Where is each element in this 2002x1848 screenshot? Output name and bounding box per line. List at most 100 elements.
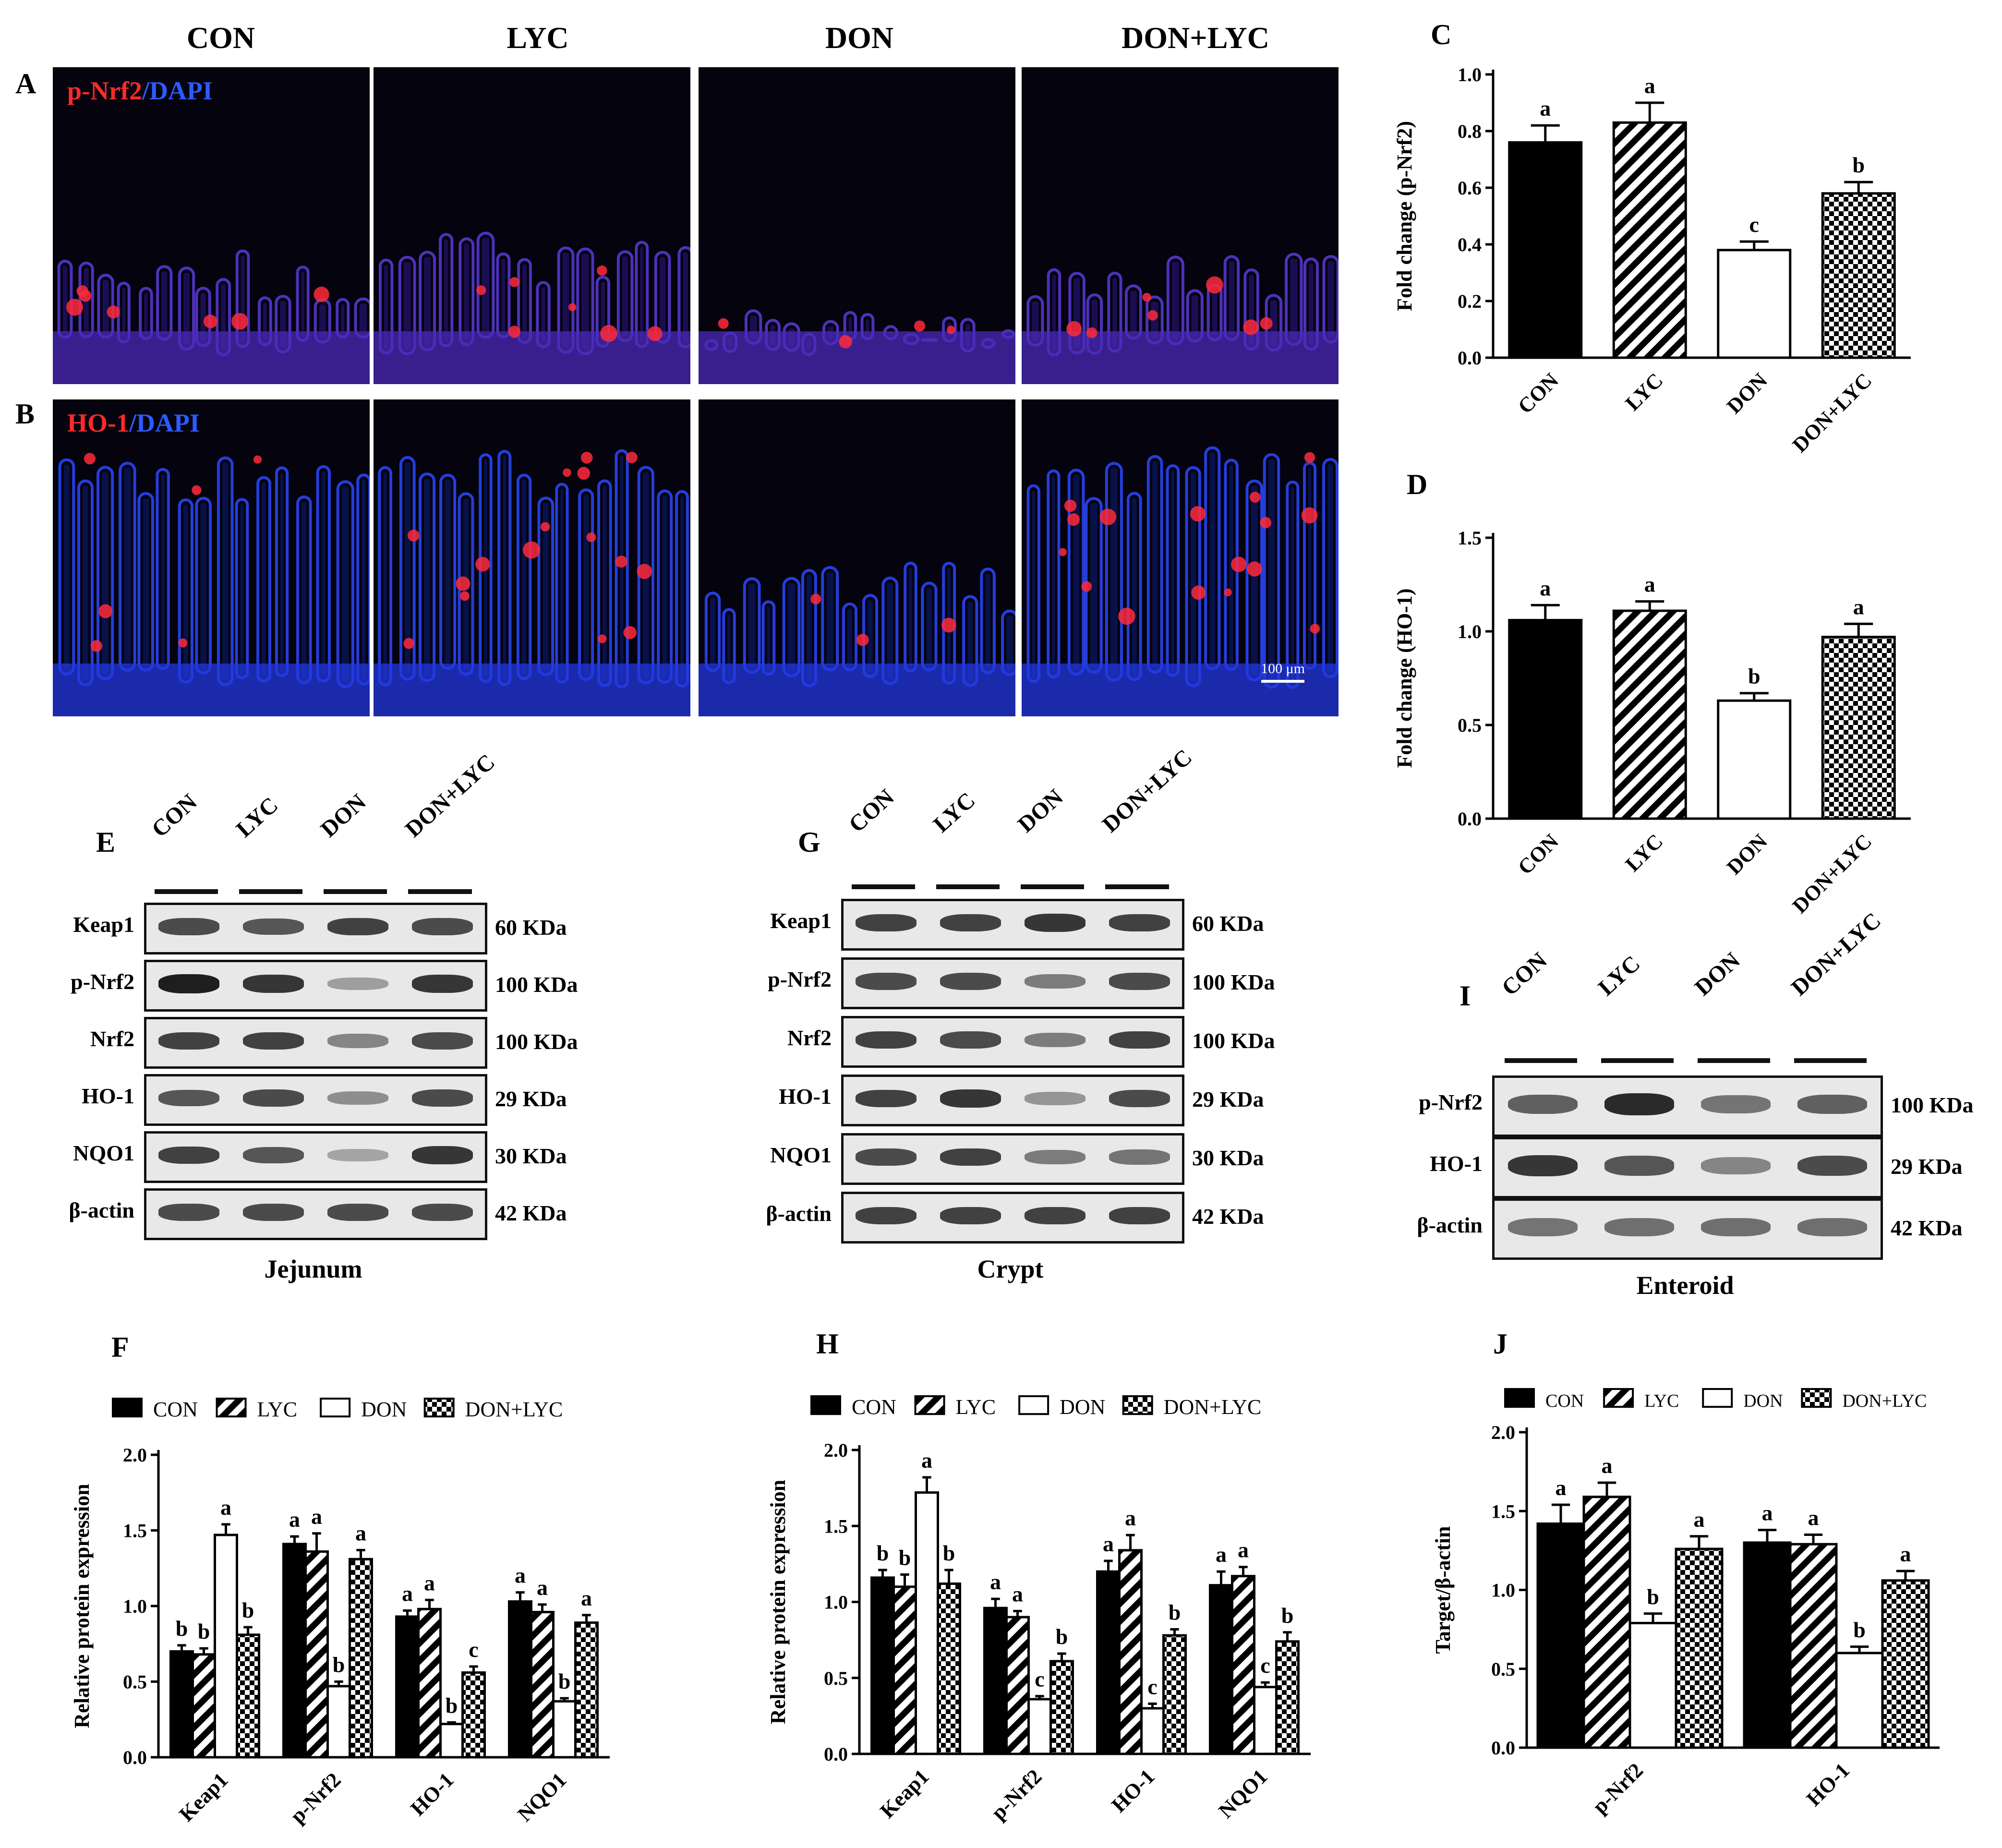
blot-row-name: β-actin (766, 1201, 832, 1226)
y-tick-label: 0.0 (123, 1747, 147, 1768)
x-tick-label: HO-1 (1107, 1764, 1159, 1817)
blot-row-1 (1492, 1137, 1883, 1198)
y-tick-label: 0.0 (1491, 1737, 1515, 1759)
significance-letter: c (1260, 1653, 1270, 1678)
band-lane-3 (1109, 973, 1170, 990)
band-lane-1 (1604, 1218, 1674, 1237)
x-tick-label: DON+LYC (1788, 368, 1876, 457)
scale-bar: 100 μm (1261, 661, 1305, 683)
band-lane-3 (412, 1089, 473, 1107)
stain-label: p-Nrf2/DAPI (67, 76, 213, 106)
significance-letter: a (220, 1495, 231, 1520)
band-lane-3 (1109, 1090, 1170, 1107)
blot-row-3 (144, 1074, 487, 1126)
micro-panel-r0-c1 (374, 67, 690, 384)
blot-row-2 (144, 1017, 487, 1069)
significance-letter: a (1644, 572, 1655, 597)
legend-swatch (914, 1395, 945, 1415)
band-lane-3 (412, 1204, 473, 1221)
blot-row-kda: 30 KDa (1192, 1146, 1264, 1170)
blot-row-name: β-actin (1417, 1213, 1483, 1237)
panel-label-d: D (1407, 469, 1428, 500)
micro-panel-r1-c1 (374, 399, 690, 716)
band-lane-0 (855, 973, 917, 990)
legend-swatch (1702, 1388, 1733, 1408)
tissue-image (53, 453, 370, 716)
legend-swatch (810, 1395, 841, 1415)
band-lane-2 (1025, 1149, 1086, 1165)
band-lane-3 (412, 975, 473, 993)
blot-row-kda: 29 KDa (1891, 1154, 1963, 1179)
significance-letter: a (1103, 1532, 1114, 1556)
significance-letter: b (1281, 1603, 1294, 1628)
significance-letter: a (990, 1570, 1001, 1594)
lane-underline-1 (239, 889, 303, 894)
bar-NQO1-DON+LYC (574, 1621, 599, 1759)
significance-letter: a (1853, 594, 1864, 619)
bar-DON (1717, 699, 1792, 820)
bar-Keap1-DON+LYC (236, 1633, 260, 1759)
significance-letter: a (1900, 1542, 1911, 1566)
significance-letter: b (558, 1669, 571, 1693)
band-lane-2 (327, 1034, 389, 1048)
x-tick-label: p-Nrf2 (987, 1764, 1047, 1824)
tissue-image (374, 449, 690, 716)
lane-label-3: DON+LYC (400, 749, 500, 843)
band-lane-2 (327, 1148, 389, 1162)
y-axis-label: Relative protein expression (766, 1480, 790, 1724)
lane-label-1: LYC (1593, 951, 1645, 1001)
band-lane-1 (1604, 1156, 1674, 1176)
panel-label-c: C (1431, 19, 1452, 50)
band-lane-2 (1701, 1218, 1771, 1237)
band-lane-2 (327, 1091, 389, 1105)
significance-letter: a (581, 1586, 592, 1610)
band-lane-0 (1508, 1218, 1578, 1237)
band-lane-1 (242, 918, 304, 935)
y-tick-label: 1.0 (824, 1592, 848, 1613)
group-title-don: DON (825, 21, 894, 55)
blot-row-0 (1492, 1075, 1883, 1137)
band-lane-0 (158, 1204, 219, 1221)
significance-letter: a (1602, 1453, 1613, 1478)
band-lane-3 (1109, 1149, 1170, 1165)
x-tick-label: HO-1 (1802, 1758, 1854, 1811)
bar-NQO1-DON (552, 1700, 577, 1759)
bar-NQO1-CON (508, 1600, 532, 1759)
band-lane-1 (242, 1147, 304, 1164)
significance-letter: b (242, 1598, 254, 1622)
lane-underline-3 (1105, 884, 1169, 889)
blot-row-name: NQO1 (73, 1141, 134, 1165)
bar-Keap1-DON (214, 1534, 238, 1759)
bar-DON+LYC (1821, 636, 1896, 820)
lane-label-0: CON (146, 789, 202, 843)
counterstain-name: /DAPI (142, 76, 213, 105)
bar-HO-1-DON+LYC (1881, 1579, 1930, 1749)
legend-label: LYC (956, 1395, 996, 1419)
band-lane-0 (855, 1031, 917, 1049)
blot-row-kda: 42 KDa (1192, 1204, 1264, 1229)
significance-letter: a (1238, 1538, 1249, 1562)
panel-label-g: G (798, 826, 820, 858)
counterstain-name: /DAPI (129, 409, 200, 437)
tissue-image (1022, 253, 1339, 384)
significance-letter: b (943, 1541, 955, 1565)
bar-Keap1-LYC (192, 1653, 216, 1759)
legend-swatch (1504, 1388, 1535, 1408)
significance-letter: b (1056, 1624, 1068, 1649)
lane-label-0: CON (1497, 947, 1552, 1001)
blot-row-kda: 60 KDa (1192, 911, 1264, 936)
bar-DON (1717, 249, 1792, 359)
significance-letter: a (1125, 1506, 1136, 1530)
blot-row-4 (144, 1131, 487, 1183)
y-tick-label: 0.0 (1458, 808, 1482, 830)
blot-row-name: p-Nrf2 (71, 969, 134, 994)
band-lane-2 (1025, 974, 1086, 989)
y-tick-label: 0.6 (1458, 177, 1482, 199)
y-tick-label: 0.0 (1458, 347, 1482, 369)
blot-row-kda: 42 KDa (1891, 1216, 1963, 1240)
blot-row-name: Keap1 (770, 908, 832, 933)
band-lane-3 (1797, 1155, 1867, 1176)
significance-letter: c (1035, 1667, 1044, 1691)
blot-row-kda: 60 KDa (495, 915, 567, 940)
y-tick-label: 1.5 (1491, 1500, 1515, 1522)
